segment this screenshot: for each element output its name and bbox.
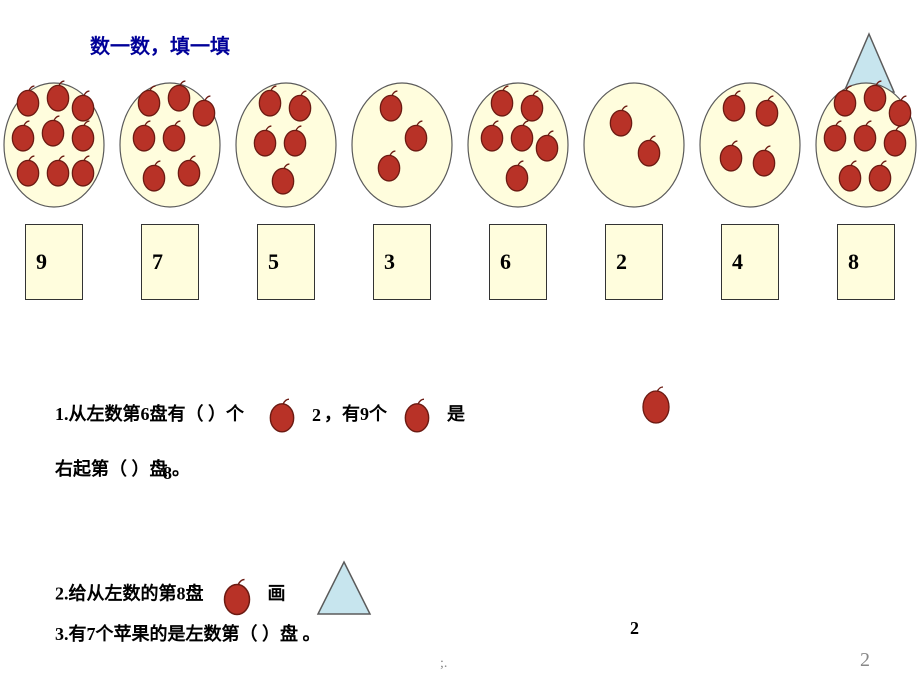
apple-icon xyxy=(403,398,431,433)
q1-text-b: ，有9个 xyxy=(324,404,387,424)
apple-icon xyxy=(718,140,744,177)
apple-icon xyxy=(479,120,505,157)
apple-icon xyxy=(822,120,848,157)
plate-group-6: 2 xyxy=(582,80,686,300)
apple-icon xyxy=(287,90,313,127)
plate-group-1: 9 xyxy=(2,80,106,300)
apple-icon xyxy=(862,80,888,117)
apple-icon xyxy=(70,120,96,157)
apple-icon xyxy=(721,90,747,127)
apple-icon xyxy=(45,80,71,117)
plate-group-2: 7 xyxy=(118,80,222,300)
plate xyxy=(118,80,222,210)
apple-icon xyxy=(131,120,157,157)
apple-icon xyxy=(15,155,41,192)
triangle-icon xyxy=(316,560,372,631)
question-1-line1: 1.从左数第6盘有（ ）个 ，有9个 是 xyxy=(55,395,465,435)
apple-icon xyxy=(268,398,296,433)
plate xyxy=(466,80,570,210)
plate xyxy=(234,80,338,210)
plate xyxy=(814,80,918,210)
apple-icon xyxy=(504,160,530,197)
apple-icon xyxy=(534,130,560,167)
apple-icon xyxy=(176,155,202,192)
apple-icon xyxy=(751,145,777,182)
apple-icon xyxy=(509,120,535,157)
apple-icon xyxy=(252,125,278,162)
plate-group-5: 6 xyxy=(466,80,570,300)
plate xyxy=(698,80,802,210)
apple-icon xyxy=(141,160,167,197)
answer-box[interactable]: 5 xyxy=(257,224,315,300)
apple-icon xyxy=(378,90,404,127)
apple-icon xyxy=(222,578,250,613)
q2-text-a: 2.给从左数的第8盘 xyxy=(55,583,204,603)
apple-icon xyxy=(257,85,283,122)
apple-icon xyxy=(852,120,878,157)
apple-icon xyxy=(376,150,402,187)
apple-icon xyxy=(70,155,96,192)
apple-icon xyxy=(832,85,858,122)
answer-q1-2: 8 xyxy=(163,463,172,484)
apple-icon xyxy=(10,120,36,157)
apple-icon xyxy=(15,85,41,122)
answer-box[interactable]: 2 xyxy=(605,224,663,300)
apple-icon xyxy=(867,160,893,197)
apple-icon xyxy=(882,125,908,162)
plate-group-8: 8 xyxy=(814,80,918,300)
page-title: 数一数，填一填 xyxy=(90,30,230,59)
page-number: 2 xyxy=(860,649,870,672)
apple-icon xyxy=(191,95,217,132)
answer-box[interactable]: 3 xyxy=(373,224,431,300)
apple-icon xyxy=(136,85,162,122)
footer-mark: ;. xyxy=(440,656,447,672)
plate xyxy=(350,80,454,210)
answer-box[interactable]: 4 xyxy=(721,224,779,300)
apple-icon xyxy=(270,163,296,200)
answer-box[interactable]: 7 xyxy=(141,224,199,300)
apple-icon xyxy=(636,135,662,172)
apple-icon xyxy=(489,85,515,122)
apple-icon xyxy=(161,120,187,157)
plate-group-7: 4 xyxy=(698,80,802,300)
apple-icon xyxy=(45,155,71,192)
question-3: 3.有7个苹果的是左数第（ ）盘 。 xyxy=(55,615,321,655)
plate-group-3: 5 xyxy=(234,80,338,300)
plate xyxy=(2,80,106,210)
plate xyxy=(582,80,686,210)
q1-text-c: 是 xyxy=(447,404,465,424)
apple-icon xyxy=(608,105,634,142)
plate-group-4: 3 xyxy=(350,80,454,300)
apple-icon xyxy=(837,160,863,197)
apple-icon xyxy=(282,125,308,162)
apple-icon xyxy=(40,115,66,152)
answer-box[interactable]: 6 xyxy=(489,224,547,300)
apple-icon xyxy=(754,95,780,132)
q1-text-a: 1.从左数第6盘有（ ）个 xyxy=(55,404,244,424)
answer-box[interactable]: 9 xyxy=(25,224,83,300)
plates-row: 9 7 5 xyxy=(0,80,920,300)
q2-text-b: 画 xyxy=(268,583,286,603)
apple-icon xyxy=(403,120,429,157)
answer-q1-1: 2 xyxy=(312,405,321,426)
inline-apple-far xyxy=(640,385,672,430)
apple-icon xyxy=(166,80,192,117)
answer-box[interactable]: 8 xyxy=(837,224,895,300)
answer-q3: 2 xyxy=(630,618,639,639)
